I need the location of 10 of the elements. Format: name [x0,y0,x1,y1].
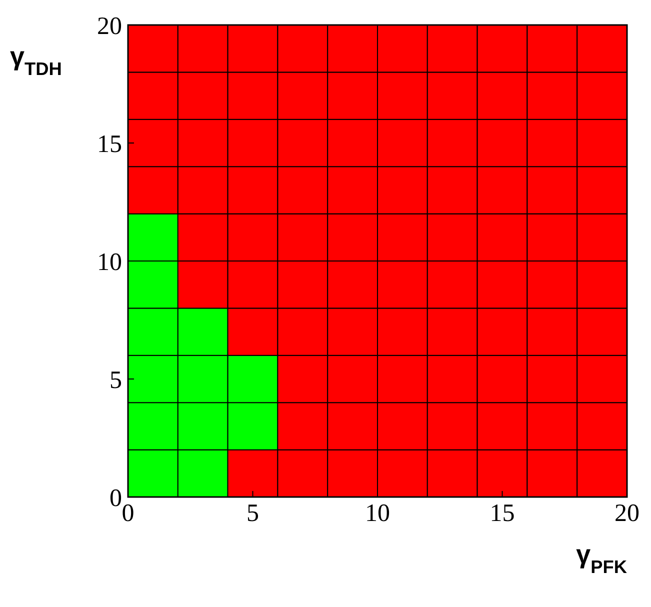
x-tick-label: 20 [614,500,640,527]
y-tick-label: 15 [97,130,122,158]
x-axis-title: γ$_{PFK}$ [576,539,627,577]
y-tick-label: 10 [97,248,122,276]
x-tick-label: 10 [365,500,390,527]
x-tick-label: 15 [490,500,515,527]
y-axis-title: γ$_{TDH}$ [10,41,62,79]
y-tick-label: 20 [97,12,122,40]
y-tick-label: 5 [110,366,122,394]
x-tick-label: 5 [246,500,259,527]
